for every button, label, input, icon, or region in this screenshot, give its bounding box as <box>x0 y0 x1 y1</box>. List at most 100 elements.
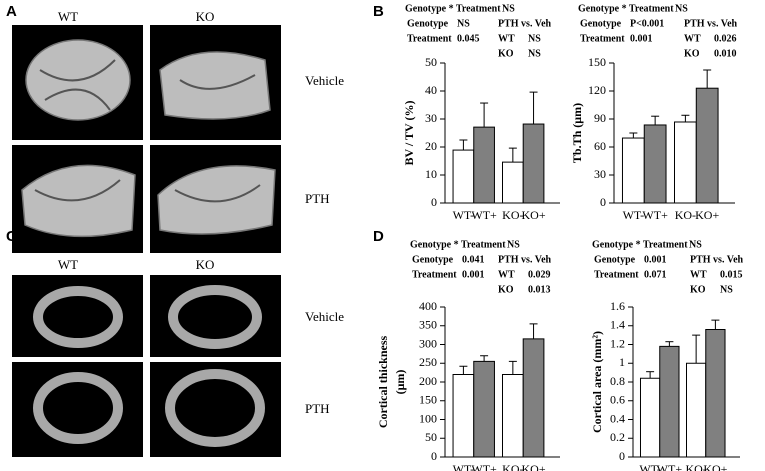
y-tick-label: 150 <box>419 393 437 407</box>
stat-label: KO <box>498 284 514 295</box>
stat-value: NS <box>720 284 733 295</box>
stat-value: NS <box>675 3 688 14</box>
bar <box>643 124 667 204</box>
column-label: WT <box>58 257 78 272</box>
stat-label: Genotype <box>580 18 622 29</box>
y-tick-label: 0 <box>431 195 437 209</box>
bar <box>522 338 545 458</box>
stat-value: NS <box>528 33 541 44</box>
stat-value: NS <box>528 48 541 59</box>
row-label: Vehicle <box>305 309 344 324</box>
bar <box>522 123 545 204</box>
stat-value: 0.001 <box>644 254 667 265</box>
stat-value: NS <box>457 18 470 29</box>
y-tick-label: 100 <box>419 411 437 425</box>
y-axis-label: (μm) <box>393 370 407 395</box>
y-tick-label: 200 <box>419 374 437 388</box>
stat-value: 0.001 <box>630 33 653 44</box>
bar <box>473 126 495 204</box>
y-axis-label: Cortical area (mm²) <box>590 331 604 433</box>
stat-value: NS <box>502 3 515 14</box>
stat-label: PTH vs. Veh <box>498 18 552 29</box>
stat-value: NS <box>689 239 702 250</box>
micro-ct-images <box>12 275 281 457</box>
stat-label: PTH vs. Veh <box>498 254 552 265</box>
stat-value: NS <box>507 239 520 250</box>
bar <box>621 137 645 204</box>
x-tick-label: WT+ <box>657 462 683 471</box>
stat-label: Genotype * Treatment <box>592 239 688 250</box>
bar <box>705 329 726 458</box>
stat-label: Genotype * Treatment <box>578 3 674 14</box>
stat-value: 0.001 <box>462 269 485 280</box>
x-tick-label: KO+ <box>521 208 545 222</box>
stat-label: Genotype * Treatment <box>405 3 501 14</box>
y-axis-label: Tb.Th (μm) <box>570 103 584 163</box>
panel-letter: C <box>6 228 17 245</box>
y-tick-label: 0.6 <box>610 393 625 407</box>
stat-label: Genotype <box>594 254 636 265</box>
y-tick-label: 0 <box>619 449 625 463</box>
x-tick-label: WT+ <box>471 208 497 222</box>
y-tick-label: 150 <box>588 55 606 69</box>
y-tick-label: 20 <box>425 139 437 153</box>
y-tick-label: 30 <box>425 111 437 125</box>
x-tick-label: KO+ <box>521 462 545 471</box>
stat-label: WT <box>684 33 701 44</box>
row-label: PTH <box>305 191 330 206</box>
x-tick-label: KO+ <box>703 462 727 471</box>
y-tick-label: 1 <box>619 355 625 369</box>
panel-letter: D <box>373 228 384 245</box>
y-tick-label: 10 <box>425 167 437 181</box>
x-tick-label: WT- <box>453 462 475 471</box>
stat-value: 0.026 <box>714 33 737 44</box>
bar <box>686 362 707 458</box>
stat-value: 0.015 <box>720 269 743 280</box>
y-axis-label: BV / TV (%) <box>402 100 416 165</box>
bar <box>674 121 697 204</box>
y-axis-label: Cortical thickness <box>376 336 390 429</box>
y-tick-label: 1.4 <box>610 318 625 332</box>
row-label: PTH <box>305 401 330 416</box>
stat-value: 0.071 <box>644 269 667 280</box>
y-tick-label: 0 <box>431 449 437 463</box>
x-tick-label: KO- <box>502 462 523 471</box>
column-label: KO <box>196 9 215 24</box>
bar <box>452 374 475 458</box>
bar <box>502 374 524 458</box>
y-tick-label: 120 <box>588 83 606 97</box>
stat-value: 0.010 <box>714 48 737 59</box>
x-tick-label: KO- <box>685 462 706 471</box>
x-tick-label: WT+ <box>471 462 497 471</box>
bar <box>639 377 661 458</box>
x-tick-label: KO- <box>675 208 696 222</box>
stat-label: PTH vs. Veh <box>690 254 744 265</box>
stat-label: PTH vs. Veh <box>684 18 738 29</box>
bar <box>659 345 680 458</box>
y-tick-label: 350 <box>419 318 437 332</box>
stat-label: Genotype <box>412 254 454 265</box>
bar <box>695 87 719 204</box>
y-tick-label: 0 <box>600 195 606 209</box>
stat-label: Treatment <box>412 269 457 280</box>
stat-value: 0.041 <box>462 254 485 265</box>
bar <box>473 360 495 458</box>
y-tick-label: 400 <box>419 299 437 313</box>
column-label: WT <box>58 9 78 24</box>
stat-label: KO <box>498 48 514 59</box>
row-label: Vehicle <box>305 73 344 88</box>
stat-value: 0.029 <box>528 269 551 280</box>
stat-label: WT <box>498 269 515 280</box>
bar <box>452 149 475 204</box>
y-tick-label: 250 <box>419 355 437 369</box>
stat-label: Treatment <box>407 33 452 44</box>
stat-value: 0.013 <box>528 284 551 295</box>
column-label: KO <box>196 257 215 272</box>
x-tick-label: WT- <box>453 208 475 222</box>
x-tick-label: WT- <box>623 208 645 222</box>
y-tick-label: 0.4 <box>610 411 625 425</box>
y-tick-label: 90 <box>594 111 606 125</box>
stat-label: Treatment <box>594 269 639 280</box>
x-tick-label: KO+ <box>695 208 719 222</box>
